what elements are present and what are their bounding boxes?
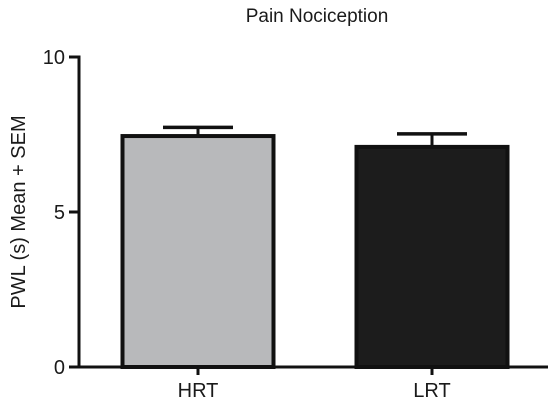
y-tick-label-0: 0 (54, 357, 65, 379)
x-tick-label-hrt: HRT (178, 380, 219, 402)
y-tick-label-5: 5 (54, 202, 65, 224)
plot-area: HRT LRT 0 5 10 (43, 47, 548, 402)
y-axis-label: PWL (s) Mean + SEM (8, 115, 30, 308)
y-tick-label-10: 10 (43, 47, 65, 69)
bar-hrt (120, 134, 276, 369)
x-tick-label-lrt: LRT (413, 380, 450, 402)
bar-lrt (354, 144, 510, 369)
chart-title: Pain Nociception (246, 6, 389, 27)
